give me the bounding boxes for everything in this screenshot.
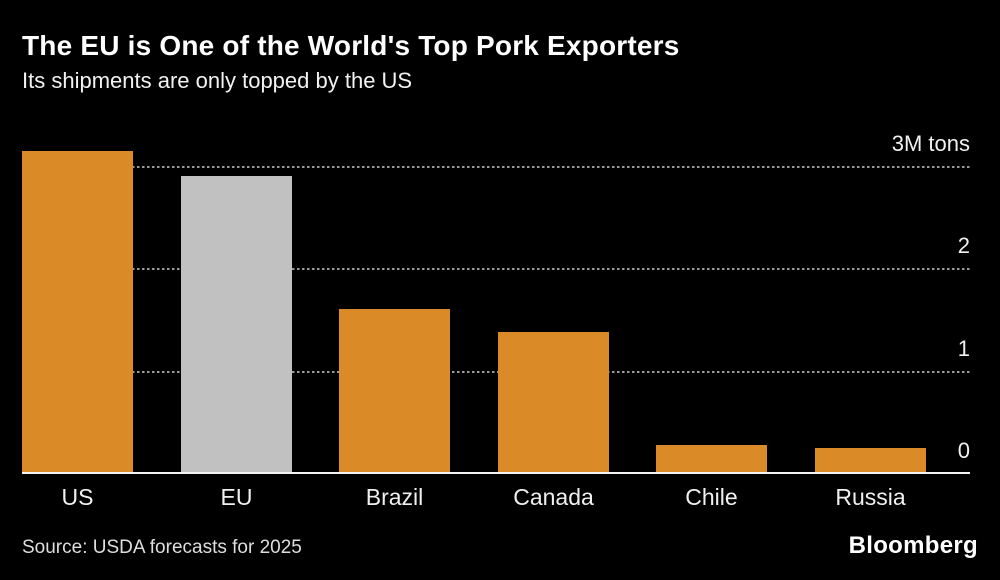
gridline-3 xyxy=(22,166,970,168)
bar-chile xyxy=(656,445,767,473)
bar-brazil xyxy=(339,309,450,473)
gridline-1 xyxy=(22,371,970,373)
category-label-us: US xyxy=(61,484,94,510)
chart-subtitle: Its shipments are only topped by the US xyxy=(22,68,413,93)
category-label-eu: EU xyxy=(220,484,253,510)
y-tick-label-0: 0 xyxy=(957,438,970,463)
chart-title: The EU is One of the World's Top Pork Ex… xyxy=(22,30,680,61)
gridline-2 xyxy=(22,268,970,270)
bar-russia xyxy=(815,448,926,473)
bar-canada xyxy=(498,332,609,473)
x-axis-baseline xyxy=(22,472,970,474)
bar-eu xyxy=(181,176,292,473)
category-label-canada: Canada xyxy=(513,484,594,510)
bar-us xyxy=(22,151,133,473)
y-tick-label-2: 2 xyxy=(957,233,970,258)
category-label-chile: Chile xyxy=(685,484,738,510)
source-note: Source: USDA forecasts for 2025 xyxy=(22,537,302,558)
bloomberg-logo: Bloomberg xyxy=(848,532,978,559)
y-tick-label-3: 3M tons xyxy=(891,131,970,156)
category-label-brazil: Brazil xyxy=(365,484,424,510)
y-tick-label-1: 1 xyxy=(957,336,970,361)
category-label-russia: Russia xyxy=(835,484,906,510)
